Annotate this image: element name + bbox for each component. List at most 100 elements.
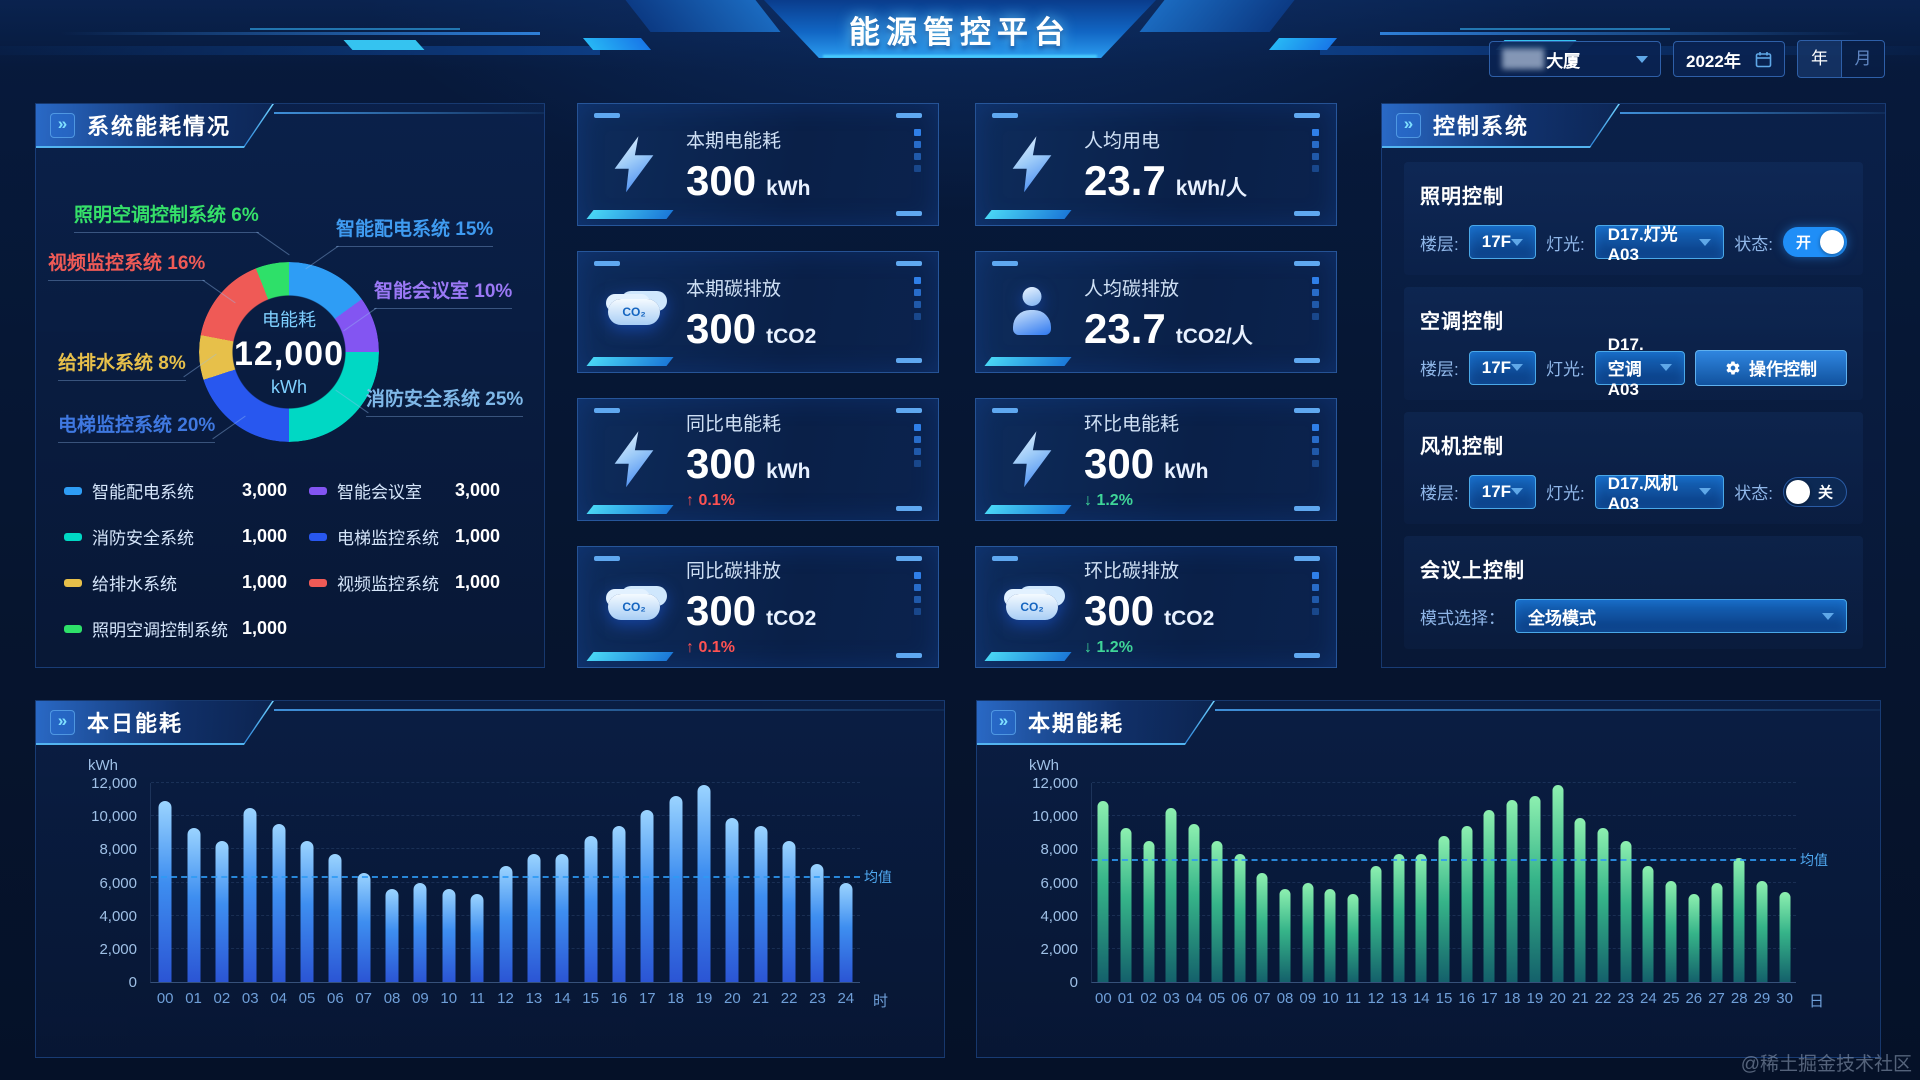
card-label: 同比电能耗 — [686, 413, 782, 435]
control-section: 空调控制 楼层: 17F 灯光: D17.空调A03 操作控制 — [1404, 286, 1863, 400]
lighting-status-toggle[interactable]: 开 — [1783, 227, 1847, 257]
panel-header: » 本日能耗 — [36, 701, 944, 745]
period-energy-bar-chart: kWh 0 2,000 4,000 6,000 8,000 10,000 12,000 均值 00… — [1007, 757, 1846, 1013]
card-unit: kWh — [766, 177, 811, 201]
card-value: 300 — [686, 157, 757, 205]
ac-floor-select[interactable]: 17F — [1468, 350, 1537, 385]
dot-column — [1312, 276, 1319, 320]
stat-card: 环比电能耗 300 kWh ↓ 1.2% — [975, 398, 1337, 521]
legend-item: 智能会议室 3,000 — [309, 478, 522, 503]
dot-column — [1312, 129, 1319, 172]
header-deco-line — [1380, 32, 1860, 35]
bar — [1256, 872, 1268, 982]
corner-dash — [1294, 113, 1320, 118]
dot — [914, 165, 921, 172]
card-delta: ↑ 0.1% — [686, 491, 735, 509]
panel-title: 系统能耗情况 — [87, 114, 232, 139]
year-value: 2022年 — [1686, 51, 1741, 71]
bar — [215, 841, 229, 982]
building-selector[interactable]: ████ 大厦 — [1489, 41, 1661, 77]
x-tick-label: 29 — [1753, 990, 1771, 1007]
bar — [1234, 854, 1246, 982]
bar — [1188, 824, 1200, 982]
card-delta: ↓ 1.2% — [1084, 491, 1133, 509]
accent-bar — [586, 504, 674, 514]
chart-plot: 0 2,000 4,000 6,000 8,000 10,000 12,000 均值 00 01 0… — [91, 775, 892, 1010]
field-label: 楼层: — [1420, 360, 1459, 380]
masked-building-name: ████ — [1502, 49, 1544, 68]
field-label: 楼层: — [1420, 484, 1459, 503]
legend-value: 1,000 — [241, 572, 287, 592]
fan-status-toggle[interactable]: 关 — [1783, 476, 1847, 507]
gridline — [1092, 815, 1796, 817]
card-label: 同比碳排放 — [686, 561, 782, 583]
ac-device-select[interactable]: D17.空调A03 — [1594, 335, 1685, 399]
tab-year[interactable]: 年 — [1798, 41, 1841, 77]
x-tick-label: 06 — [326, 990, 344, 1007]
x-tick-label: 04 — [270, 990, 287, 1007]
dot — [914, 424, 921, 431]
dot — [1312, 312, 1319, 320]
x-tick-label: 20 — [724, 990, 741, 1007]
lighting-device-select[interactable]: D17.灯光A03 — [1594, 225, 1725, 264]
dot — [914, 300, 921, 308]
card-value: 300 — [686, 587, 757, 635]
dot — [914, 571, 921, 579]
card-value-row: 300 kWh — [1084, 439, 1209, 487]
dot — [1312, 153, 1319, 160]
panel-header: » 本期能耗 — [977, 701, 1880, 745]
x-tick-label: 24 — [1640, 990, 1657, 1007]
bar — [1665, 880, 1677, 982]
bar — [839, 882, 853, 982]
ac-device-select-value: D17.空调A03 — [1607, 335, 1644, 400]
donut-zone: 电能耗 12,000 kWh 照明空调控制系统 6% 智能配电系统 15% 视频监控… — [36, 148, 544, 487]
header-controls: ████ 大厦 2022年 年 月 — [1489, 40, 1885, 78]
callout-leader-line — [256, 231, 290, 256]
dot — [1312, 300, 1319, 308]
header-deco-slash — [582, 38, 652, 50]
x-tick-label: 24 — [837, 990, 855, 1007]
gridline — [151, 815, 860, 817]
x-axis-unit: 时 — [872, 993, 888, 1010]
corner-dash — [896, 653, 922, 658]
accent-bar — [984, 652, 1072, 661]
tab-month[interactable]: 月 — [1841, 41, 1884, 77]
card-label: 本期碳排放 — [686, 278, 782, 300]
card-value: 300 — [1084, 439, 1155, 487]
mode-select-value: 全场模式 — [1528, 608, 1596, 628]
bar — [1597, 827, 1609, 982]
x-tick-label: 23 — [809, 990, 826, 1007]
x-tick-label: 07 — [1253, 990, 1271, 1007]
fan-device-select[interactable]: D17.风机A03 — [1594, 474, 1725, 513]
lighting-floor-select[interactable]: 17F — [1468, 225, 1537, 259]
fan-floor-select[interactable]: 17F — [1468, 474, 1537, 509]
card-body: 本期电能耗 300 kWh — [686, 126, 810, 202]
dot-column — [1312, 571, 1319, 615]
card-value-row: 23.7 kWh/人 — [1084, 160, 1247, 202]
control-row: 楼层: 17F 灯光: D17.空调A03 操作控制 — [1420, 335, 1847, 399]
year-selector[interactable]: 2022年 — [1673, 41, 1785, 77]
x-tick-label: 11 — [1345, 990, 1361, 1007]
granularity-toggle: 年 月 — [1797, 40, 1885, 78]
bar — [1324, 889, 1336, 982]
gridline — [151, 782, 860, 783]
mode-select[interactable]: 全场模式 — [1515, 599, 1847, 634]
x-tick-label: 22 — [780, 990, 798, 1007]
dot — [914, 153, 921, 160]
x-tick-label: 06 — [1231, 990, 1248, 1007]
x-tick-label: 11 — [469, 990, 485, 1007]
bar — [1620, 841, 1632, 982]
corner-dash — [594, 113, 620, 118]
card-unit: tCO2 — [1164, 607, 1215, 631]
title-wing — [1139, 0, 1295, 32]
toggle-state-label: 开 — [1796, 234, 1812, 252]
stat-card: 人均用电 23.7 kWh/人 — [975, 103, 1337, 226]
corner-dash — [1294, 408, 1320, 413]
dot — [914, 436, 921, 443]
card-unit: kWh — [1164, 459, 1209, 483]
bar — [442, 889, 456, 982]
title-wing — [625, 0, 781, 32]
donut-callout: 智能配电系统 15% — [305, 214, 494, 270]
operate-control-button[interactable]: 操作控制 — [1695, 349, 1847, 386]
bar — [1415, 854, 1427, 982]
